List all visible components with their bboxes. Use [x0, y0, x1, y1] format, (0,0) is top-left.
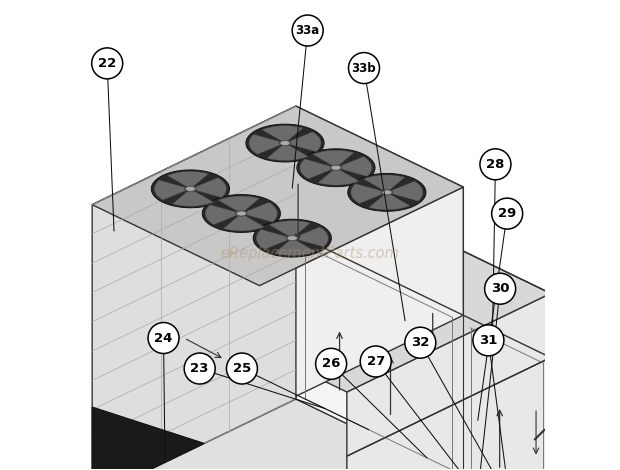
Polygon shape — [318, 170, 359, 185]
Polygon shape — [280, 141, 290, 146]
Circle shape — [184, 353, 215, 384]
Circle shape — [492, 198, 523, 229]
Circle shape — [148, 322, 179, 353]
Circle shape — [360, 346, 391, 377]
Text: 27: 27 — [366, 355, 385, 368]
Circle shape — [485, 273, 516, 304]
Text: 25: 25 — [232, 362, 251, 375]
Polygon shape — [253, 219, 331, 257]
Polygon shape — [351, 184, 383, 204]
Polygon shape — [195, 178, 226, 197]
Polygon shape — [262, 125, 303, 141]
Circle shape — [473, 325, 504, 356]
Text: 26: 26 — [322, 357, 340, 370]
Polygon shape — [246, 124, 324, 162]
Polygon shape — [274, 240, 316, 256]
Polygon shape — [260, 251, 551, 392]
Polygon shape — [205, 205, 237, 225]
Polygon shape — [172, 191, 213, 206]
Polygon shape — [348, 173, 426, 212]
Polygon shape — [382, 190, 392, 195]
Polygon shape — [185, 187, 195, 191]
Text: 33a: 33a — [296, 24, 320, 37]
Polygon shape — [340, 157, 372, 176]
Polygon shape — [260, 187, 463, 414]
Polygon shape — [297, 227, 328, 247]
Polygon shape — [92, 106, 463, 286]
Circle shape — [480, 149, 511, 180]
Polygon shape — [202, 195, 280, 232]
Polygon shape — [92, 399, 551, 470]
Polygon shape — [246, 202, 277, 222]
Circle shape — [348, 53, 379, 84]
Polygon shape — [364, 175, 405, 190]
Polygon shape — [391, 181, 423, 201]
Polygon shape — [92, 106, 296, 470]
Polygon shape — [267, 145, 308, 160]
Text: 22: 22 — [98, 57, 117, 70]
Circle shape — [92, 48, 123, 79]
Polygon shape — [463, 251, 551, 358]
Polygon shape — [92, 407, 204, 470]
Circle shape — [405, 327, 436, 358]
Text: eReplacementParts.com: eReplacementParts.com — [221, 246, 399, 261]
Text: 32: 32 — [411, 336, 430, 349]
Polygon shape — [297, 149, 375, 187]
Text: 33b: 33b — [352, 62, 376, 75]
Circle shape — [292, 15, 323, 46]
Polygon shape — [331, 165, 341, 170]
Circle shape — [226, 353, 257, 384]
Polygon shape — [167, 172, 208, 187]
Polygon shape — [154, 180, 186, 200]
Polygon shape — [269, 221, 310, 236]
Polygon shape — [313, 150, 354, 165]
Polygon shape — [300, 159, 332, 179]
Polygon shape — [218, 196, 259, 212]
Polygon shape — [223, 216, 265, 231]
Text: 23: 23 — [190, 362, 209, 375]
Text: 30: 30 — [491, 282, 510, 295]
Polygon shape — [296, 106, 463, 315]
Polygon shape — [347, 358, 551, 470]
Polygon shape — [296, 234, 551, 470]
Circle shape — [316, 348, 347, 379]
Polygon shape — [236, 211, 246, 216]
Text: 24: 24 — [154, 331, 173, 345]
Polygon shape — [369, 195, 410, 210]
Polygon shape — [347, 293, 551, 456]
Text: 28: 28 — [486, 158, 505, 171]
Polygon shape — [287, 235, 298, 241]
Polygon shape — [249, 134, 280, 154]
Text: 29: 29 — [498, 207, 516, 220]
Polygon shape — [290, 132, 321, 152]
Polygon shape — [151, 170, 229, 208]
Text: 31: 31 — [479, 334, 498, 347]
Polygon shape — [256, 229, 288, 249]
